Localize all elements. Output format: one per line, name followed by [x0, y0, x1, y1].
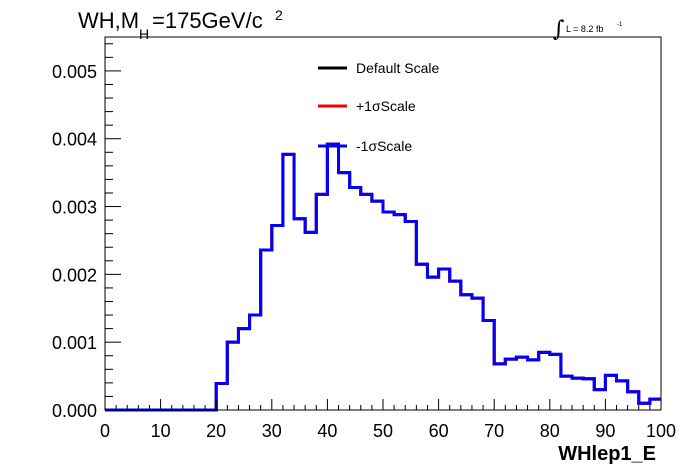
x-tick-label: 40 [317, 421, 337, 441]
x-tick-label: 60 [429, 421, 449, 441]
y-tick-label: 0.002 [52, 265, 97, 285]
legend-label-minus: -1σScale [356, 138, 412, 154]
chart-title: WH,M H =175GeV/c 2 [78, 7, 283, 42]
x-tick-label: 30 [262, 421, 282, 441]
x-tick-label: 100 [646, 421, 676, 441]
series-line-2 [105, 142, 661, 412]
luminosity-superscript: -1 [617, 22, 623, 28]
x-tick-label: 10 [151, 421, 171, 441]
y-axis: 0.000 0.001 0.002 0.003 0.004 0.005 [52, 43, 121, 421]
y-tick-label: 0.004 [52, 130, 97, 150]
luminosity-text: L = 8.2 fb [566, 24, 603, 34]
x-tick-label: 50 [373, 421, 393, 441]
y-tick-label: 0.003 [52, 198, 97, 218]
title-superscript: 2 [275, 7, 283, 23]
title-rest: =175GeV/c [152, 8, 263, 33]
y-tick-label: 0.005 [52, 62, 97, 82]
title-main: WH,M [78, 8, 139, 33]
x-tick-label: 80 [540, 421, 560, 441]
x-tick-label: 90 [595, 421, 615, 441]
x-tick-label: 20 [206, 421, 226, 441]
series-layer [105, 142, 661, 412]
luminosity-label: ∫ L = 8.2 fb -1 [553, 17, 623, 42]
x-axis-label: WHlep1_E [558, 443, 656, 465]
y-tick-label: 0.001 [52, 333, 97, 353]
integral-symbol: ∫ [553, 17, 565, 42]
title-subscript: H [139, 26, 149, 42]
x-tick-label: 70 [484, 421, 504, 441]
x-axis: 0 10 20 30 40 50 60 70 80 90 100 [100, 399, 676, 441]
y-tick-label: 0.000 [52, 401, 97, 421]
x-tick-label: 0 [100, 421, 110, 441]
legend-label-plus: +1σScale [356, 98, 416, 114]
legend-label-default: Default Scale [356, 60, 439, 76]
legend: Default Scale +1σScale -1σScale [318, 60, 439, 154]
